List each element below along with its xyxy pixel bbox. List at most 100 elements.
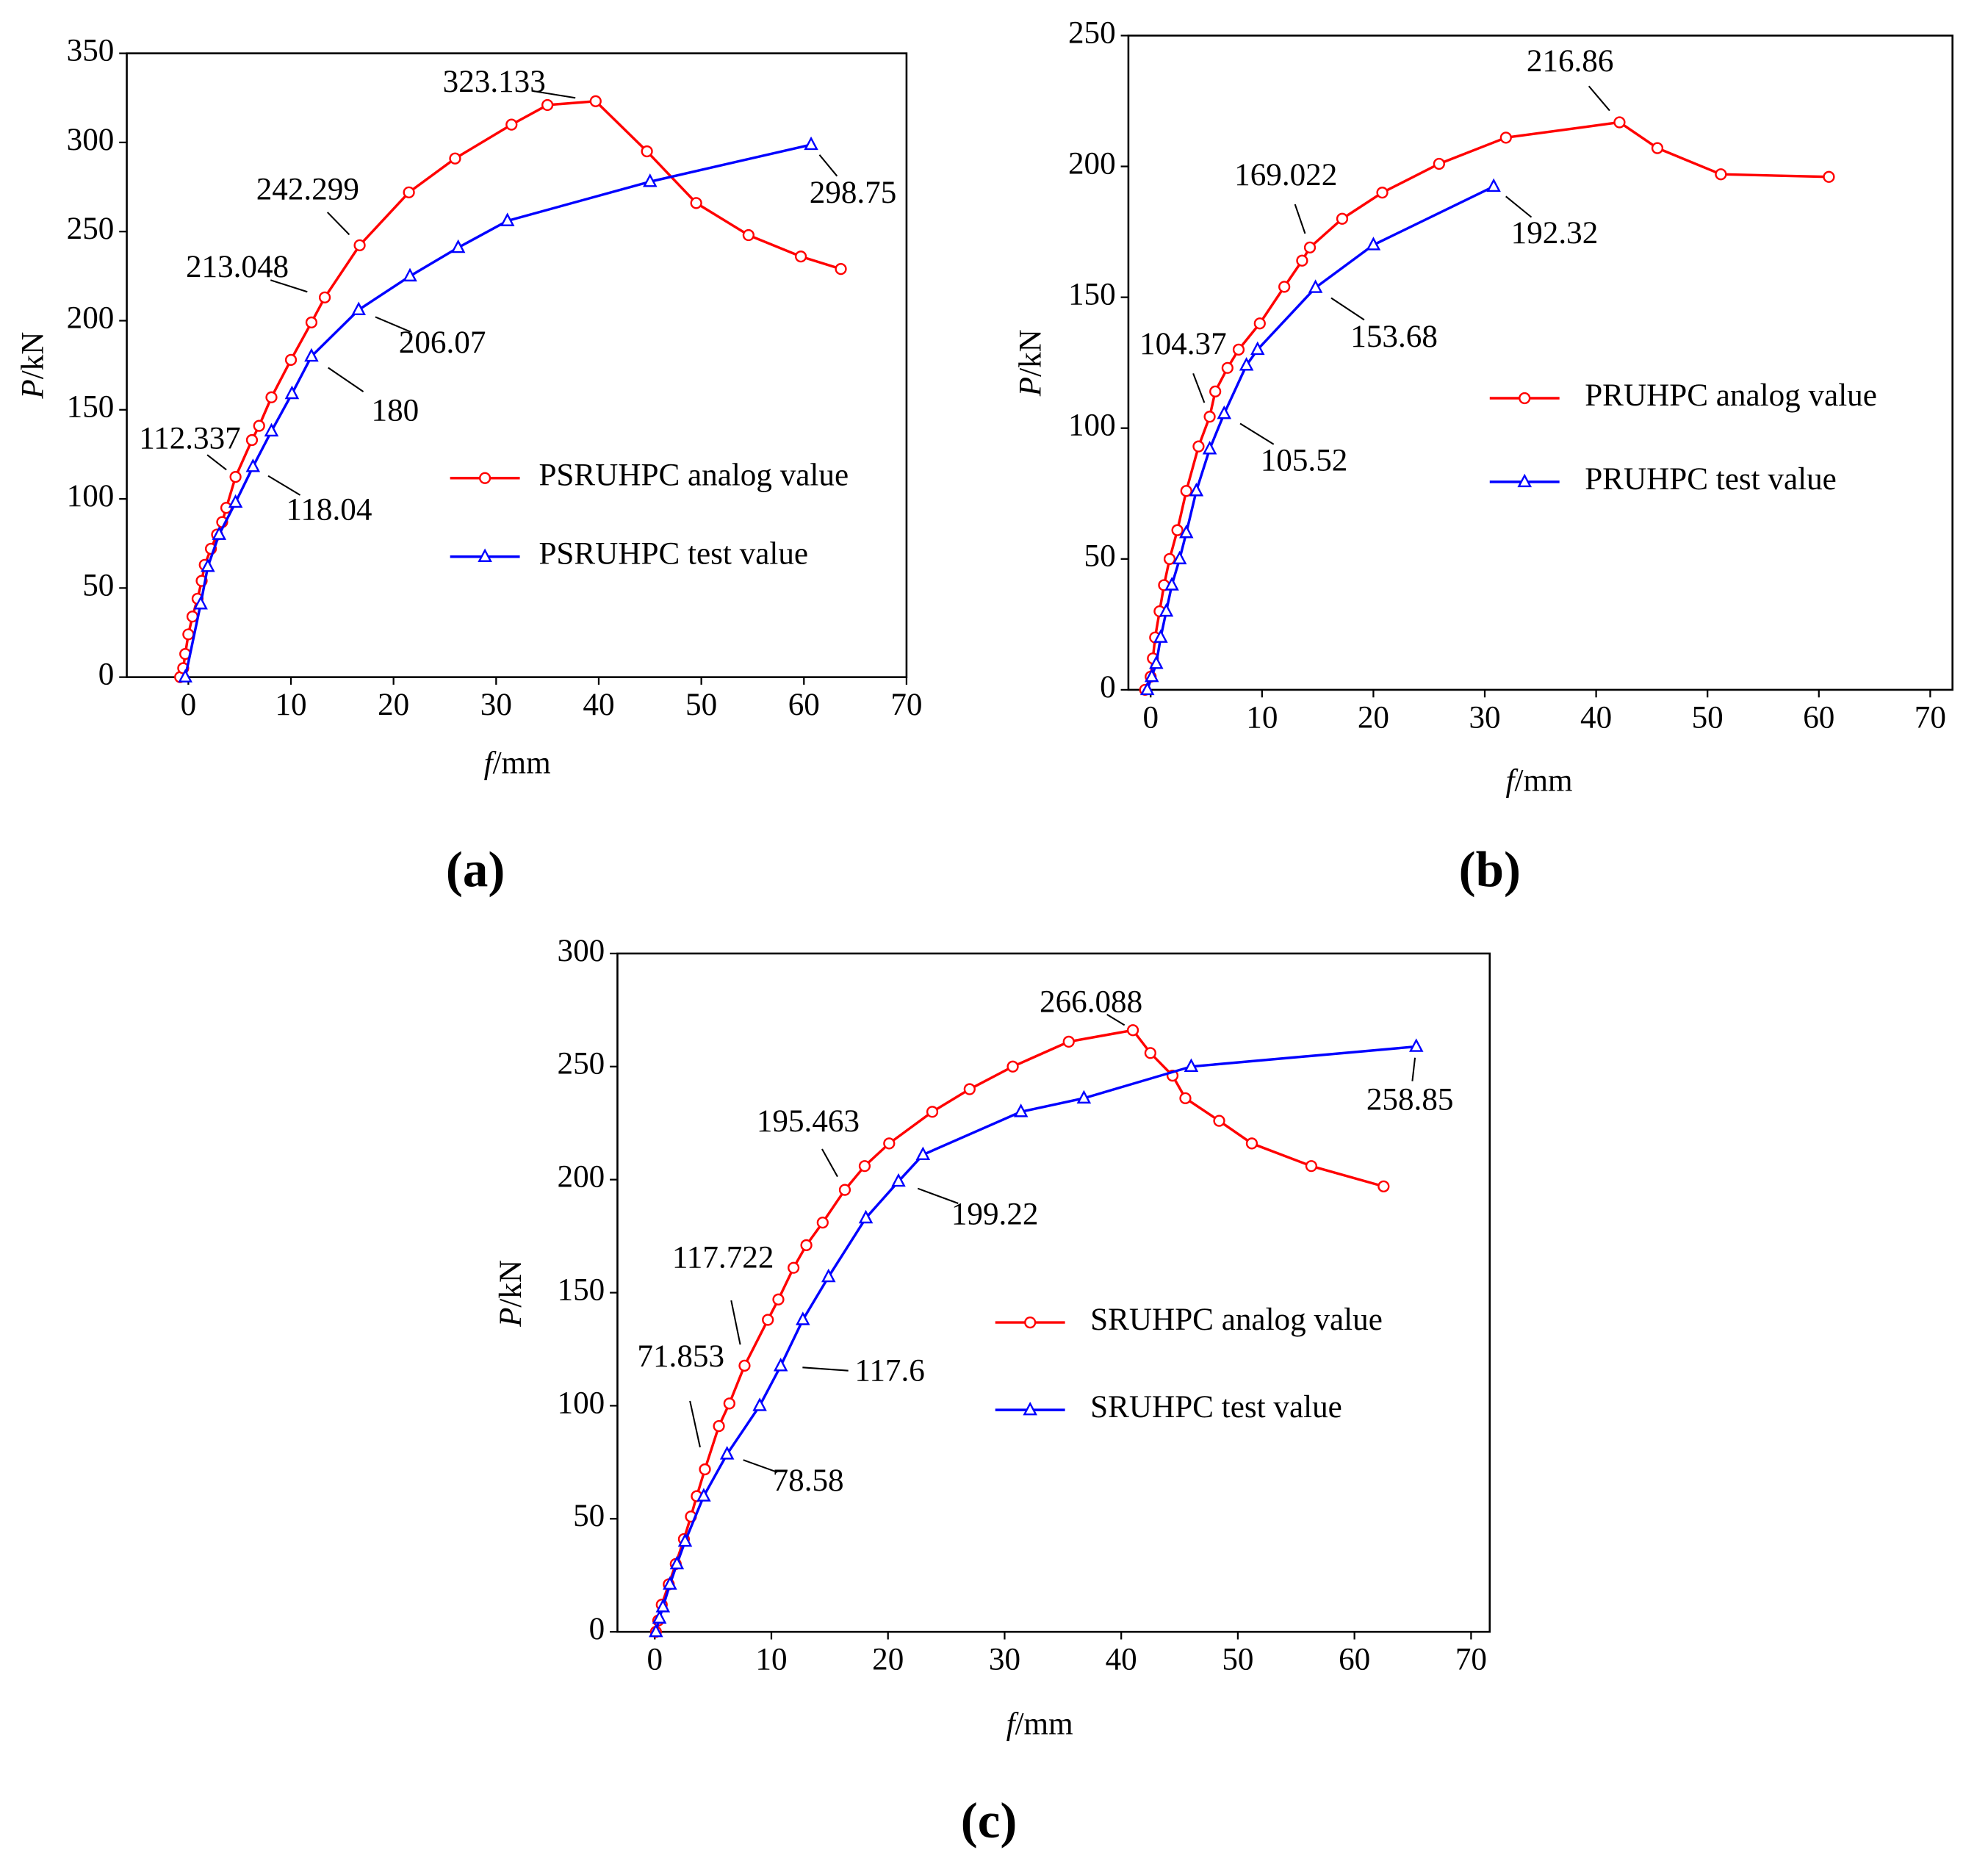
y-tick-label: 250 <box>67 212 115 246</box>
data-point <box>1366 237 1381 251</box>
data-label: 216.86 <box>1527 44 1614 79</box>
data-point <box>318 291 331 303</box>
data-label: 199.22 <box>951 1197 1039 1231</box>
x-axis-label: f/mm <box>1506 764 1573 799</box>
data-point <box>738 1359 751 1372</box>
data-point <box>719 1446 735 1460</box>
y-tick-label: 150 <box>558 1272 605 1307</box>
data-label: 242.299 <box>256 172 359 206</box>
data-point <box>1217 405 1232 419</box>
y-tick-label: 100 <box>558 1386 605 1420</box>
y-tick-label: 50 <box>1084 539 1116 574</box>
data-point <box>1613 116 1626 129</box>
data-point <box>228 494 243 508</box>
data-point <box>1192 440 1205 453</box>
plot-frame <box>126 52 908 678</box>
data-point <box>963 1083 976 1095</box>
data-point <box>1376 187 1389 199</box>
data-point <box>649 1623 663 1638</box>
data-point <box>353 239 366 251</box>
data-point <box>796 1311 810 1325</box>
data-point <box>589 95 602 107</box>
legend-marker <box>1517 473 1533 488</box>
data-point <box>305 316 318 329</box>
data-label: 195.463 <box>757 1104 860 1139</box>
y-axis-label: P/kN <box>1013 329 1048 397</box>
data-label: 323.133 <box>443 65 546 99</box>
panel-label: (b) <box>1459 841 1521 898</box>
data-point <box>1433 157 1445 170</box>
x-tick-label: 40 <box>583 688 614 722</box>
data-point <box>1253 317 1266 330</box>
data-point <box>1213 1114 1225 1127</box>
y-tick-label: 100 <box>67 479 115 514</box>
data-point <box>655 1599 671 1613</box>
data-point <box>915 1146 931 1161</box>
data-point <box>403 186 415 198</box>
x-tick-label: 50 <box>1692 700 1724 735</box>
data-point <box>220 502 233 514</box>
leader-line <box>802 1366 849 1372</box>
data-point <box>245 433 259 447</box>
leader-line <box>1239 422 1275 445</box>
x-tick-label: 70 <box>1915 700 1946 735</box>
data-label: 71.853 <box>637 1339 724 1374</box>
data-point <box>1172 550 1187 565</box>
leader-line <box>917 1187 959 1204</box>
y-tick-label: 300 <box>558 934 605 968</box>
data-point <box>1202 441 1217 455</box>
legend-label: PRUHPC test value <box>1585 462 1837 497</box>
x-tick-label: 70 <box>1455 1642 1487 1677</box>
data-point <box>1278 281 1291 293</box>
leader-line <box>328 367 364 393</box>
data-point <box>1336 212 1349 225</box>
leader-line <box>375 316 411 333</box>
data-point <box>450 239 466 253</box>
data-point <box>304 347 319 362</box>
data-point <box>1305 1160 1318 1173</box>
data-point <box>1076 1090 1092 1104</box>
x-tick-label: 0 <box>1142 700 1159 735</box>
data-point <box>284 385 300 400</box>
data-point <box>788 1261 800 1274</box>
data-label: 105.52 <box>1261 443 1348 478</box>
data-point <box>1232 343 1245 356</box>
data-point <box>1715 168 1727 181</box>
data-label: 118.04 <box>286 492 372 527</box>
leader-line <box>1294 204 1306 234</box>
data-point <box>838 1184 851 1196</box>
data-point <box>723 1397 735 1410</box>
legend-label: PRUHPC analog value <box>1585 378 1877 413</box>
data-point <box>690 197 702 209</box>
data-label: 206.07 <box>399 325 486 360</box>
leader-line <box>689 1400 701 1448</box>
data-point <box>1126 1024 1139 1037</box>
data-label: 266.088 <box>1040 985 1142 1020</box>
data-point <box>1308 279 1323 293</box>
data-point <box>1144 1047 1156 1059</box>
data-point <box>1296 254 1308 267</box>
x-tick-label: 70 <box>890 688 922 722</box>
leader-line <box>326 212 350 236</box>
x-tick-label: 50 <box>1222 1642 1253 1677</box>
data-point <box>1499 132 1512 144</box>
y-tick-label: 100 <box>1068 408 1116 443</box>
data-label: 117.722 <box>672 1241 774 1275</box>
y-tick-label: 150 <box>67 390 115 425</box>
y-tick-label: 200 <box>67 300 115 335</box>
plot-frame <box>616 952 1491 1633</box>
plot-frame <box>1127 35 1953 691</box>
data-point <box>762 1314 774 1326</box>
series-line <box>184 143 812 678</box>
y-tick-label: 250 <box>558 1047 605 1081</box>
y-axis-label: P/kN <box>494 1260 528 1328</box>
leader-line <box>818 154 838 177</box>
series-line <box>1146 185 1494 691</box>
data-point <box>351 301 366 316</box>
data-point <box>403 267 417 282</box>
data-label: 112.337 <box>139 422 241 456</box>
data-point <box>1245 1137 1258 1150</box>
y-tick-label: 200 <box>558 1160 605 1195</box>
data-label: 104.37 <box>1139 327 1227 361</box>
